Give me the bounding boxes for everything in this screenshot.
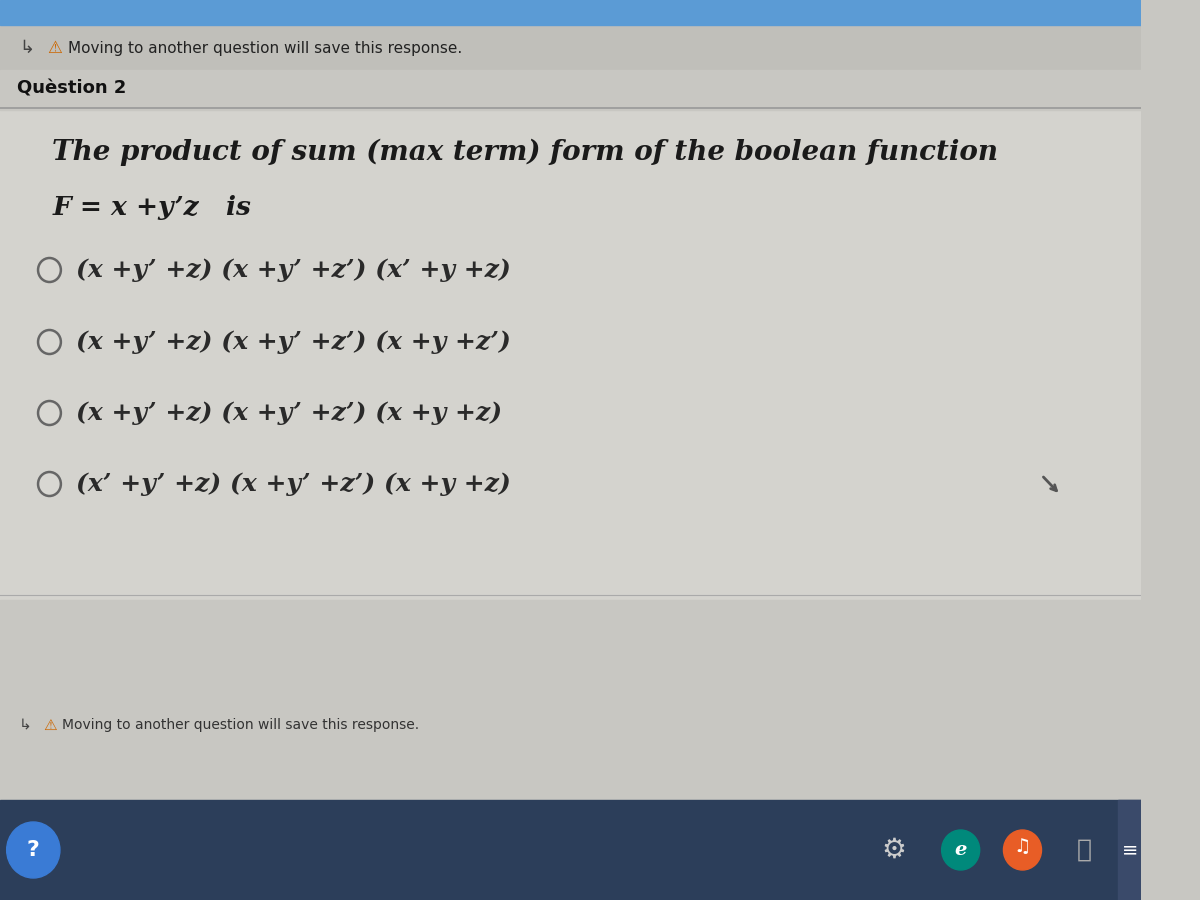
- Text: ↳: ↳: [19, 39, 34, 57]
- Text: (x’ +y’ +z) (x +y’ +z’) (x +y +z): (x’ +y’ +z) (x +y’ +z’) (x +y +z): [76, 472, 511, 496]
- Text: ⚠: ⚠: [48, 39, 62, 57]
- Bar: [0, 800, 1141, 900]
- Text: (x +y’ +z) (x +y’ +z’) (x’ +y +z): (x +y’ +z) (x +y’ +z’) (x’ +y +z): [76, 258, 511, 282]
- Circle shape: [1003, 830, 1042, 870]
- Text: ≡: ≡: [1122, 841, 1138, 859]
- Text: ⚙: ⚙: [882, 836, 906, 864]
- Circle shape: [942, 830, 979, 870]
- Bar: [0, 0, 1141, 25]
- Circle shape: [38, 258, 61, 282]
- Text: (x +y’ +z) (x +y’ +z’) (x +y +z): (x +y’ +z) (x +y’ +z’) (x +y +z): [76, 401, 503, 425]
- Text: ↳: ↳: [19, 717, 31, 733]
- Circle shape: [38, 401, 61, 425]
- Bar: [0, 110, 1141, 800]
- Text: F = x +y’z   is: F = x +y’z is: [53, 195, 251, 220]
- Text: Moving to another question will save this response.: Moving to another question will save thi…: [62, 718, 419, 732]
- Text: e: e: [954, 841, 967, 859]
- Text: Quèstion 2: Quèstion 2: [17, 79, 126, 97]
- Circle shape: [38, 330, 61, 354]
- Text: (x +y’ +z) (x +y’ +z’) (x +y +z’): (x +y’ +z) (x +y’ +z’) (x +y +z’): [76, 330, 511, 354]
- Text: ?: ?: [26, 840, 40, 860]
- Text: ⬜: ⬜: [1076, 838, 1092, 862]
- Text: ♫: ♫: [1014, 838, 1031, 857]
- Circle shape: [7, 822, 60, 878]
- Text: ⚠: ⚠: [43, 717, 56, 733]
- Bar: [0, 70, 1141, 110]
- Bar: [0, 600, 1141, 800]
- Text: The product of sum (max term) form of the boolean function: The product of sum (max term) form of th…: [53, 139, 998, 166]
- Bar: [0, 25, 1141, 70]
- Bar: [1117, 800, 1141, 900]
- Circle shape: [38, 472, 61, 496]
- Text: Moving to another question will save this response.: Moving to another question will save thi…: [68, 40, 463, 56]
